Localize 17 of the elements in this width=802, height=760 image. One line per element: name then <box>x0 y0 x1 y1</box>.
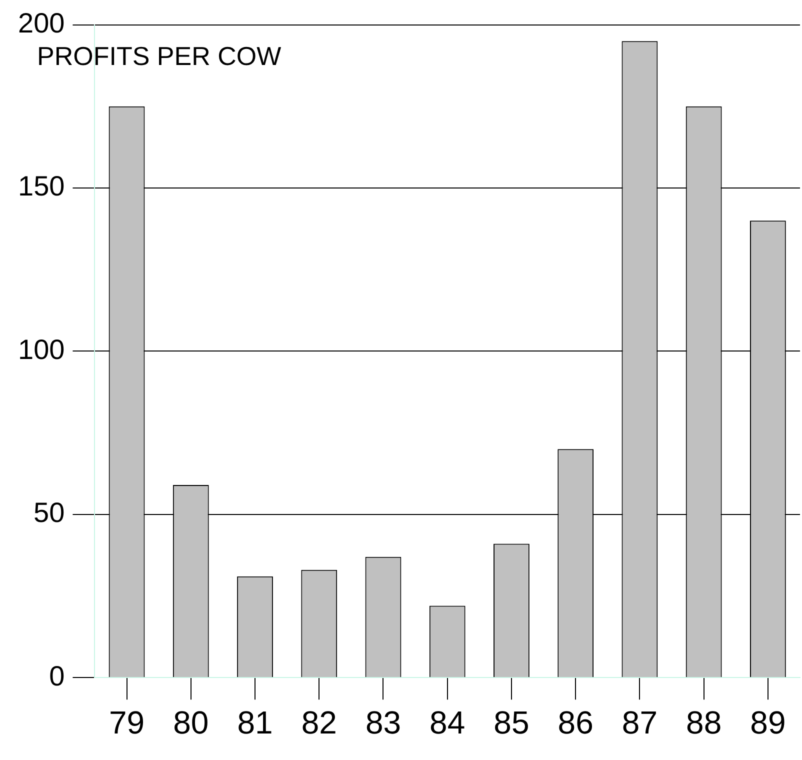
text: PROFITS PER COW <box>37 40 282 71</box>
y-tick-label: 150 <box>18 170 65 202</box>
x-tick-label: 85 <box>494 704 530 741</box>
x-tick-label: 84 <box>430 704 466 741</box>
x-tick-label: 81 <box>237 704 273 741</box>
x-tick-label: 88 <box>686 704 722 741</box>
x-tick-label: 82 <box>301 704 337 741</box>
x-tick-label: 79 <box>108 704 145 741</box>
y-tick-label: 50 <box>34 497 65 528</box>
y-tick-label: 0 <box>49 660 65 692</box>
x-tick-label: 80 <box>173 704 209 741</box>
x-tick-label: 87 <box>622 704 658 741</box>
y-tick-label: 200 <box>18 8 65 39</box>
x-tick-label: 83 <box>365 704 402 741</box>
x-tick-label: 89 <box>750 704 786 741</box>
y-tick-label: 100 <box>18 334 65 365</box>
x-tick-label: 86 <box>558 704 594 741</box>
